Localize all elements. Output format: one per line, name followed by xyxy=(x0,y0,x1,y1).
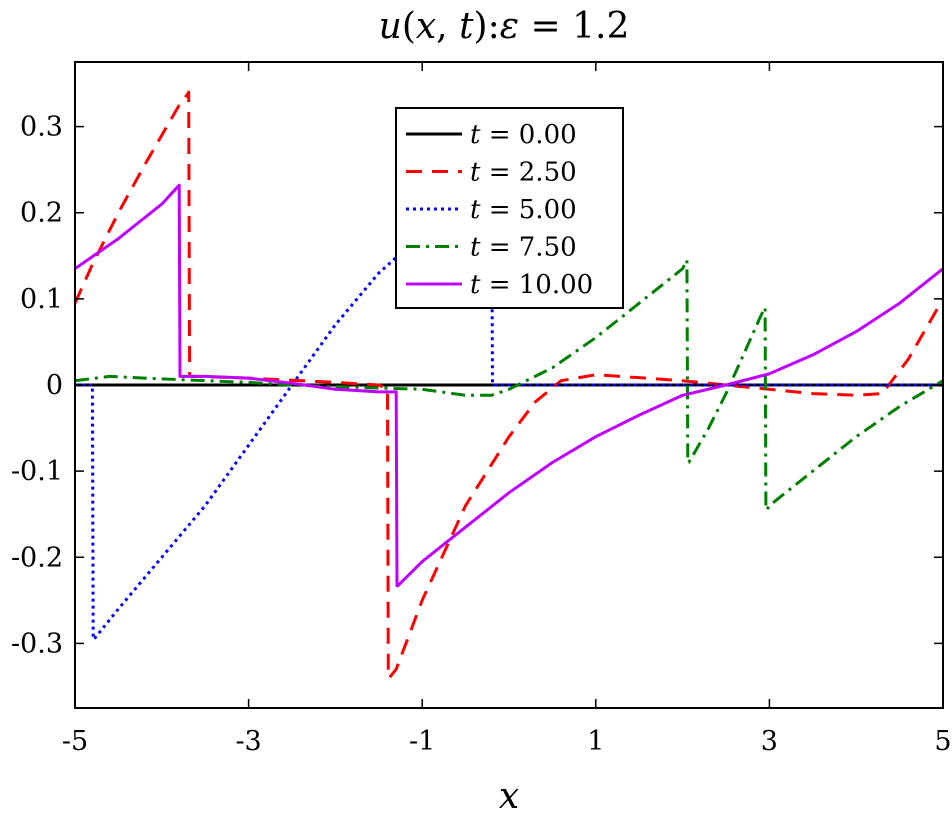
title-func: u xyxy=(379,6,402,47)
x-tick-label: -3 xyxy=(235,726,261,757)
legend-value: = 2.50 xyxy=(480,158,576,188)
legend-label-4: t = 7.50 xyxy=(470,233,577,263)
title-open: ( xyxy=(402,6,416,47)
x-tick-label: 3 xyxy=(761,726,778,757)
x-axis-label: x xyxy=(499,776,519,813)
legend-value: = 5.00 xyxy=(480,195,576,225)
series-line-2 xyxy=(75,90,943,680)
title-x: x xyxy=(416,6,436,47)
legend-var: t xyxy=(470,120,481,150)
title-eps: ε xyxy=(500,6,519,47)
y-tick-label: -0.1 xyxy=(11,456,63,487)
legend-var: t xyxy=(470,233,481,263)
y-tick-label: 0.2 xyxy=(20,198,63,229)
y-tick-label: 0.3 xyxy=(20,112,63,143)
legend-value: = 10.00 xyxy=(480,270,593,300)
series-line-5 xyxy=(75,183,943,588)
legend-value: = 7.50 xyxy=(480,233,576,263)
legend-entries: t = 0.00t = 2.50t = 5.00t = 7.50t = 10.0… xyxy=(406,120,593,300)
legend-var: t xyxy=(470,195,481,225)
x-tick-label: -5 xyxy=(62,726,88,757)
legend-label-3: t = 5.00 xyxy=(470,195,577,225)
y-tick-label: 0.1 xyxy=(20,284,63,315)
chart-title: u(x, t):ε = 1.2 xyxy=(379,6,630,47)
legend-box xyxy=(395,107,624,309)
ticks-layer: -5 -3 -1 1 3 5 0.3 0.2 0.1 0 -0.1 -0.2 -0.3 xyxy=(11,62,952,757)
legend-var: t xyxy=(470,158,481,188)
series-layer xyxy=(75,90,943,680)
legend-label-5: t = 10.00 xyxy=(470,270,593,300)
y-tick-label: -0.2 xyxy=(11,542,63,573)
legend: t = 0.00t = 2.50t = 5.00t = 7.50t = 10.0… xyxy=(395,107,624,309)
x-tick-label: -1 xyxy=(409,726,435,757)
legend-label-2: t = 2.50 xyxy=(470,158,577,188)
x-tick-label: 5 xyxy=(934,726,951,757)
title-eq: = 1.2 xyxy=(519,6,629,47)
legend-var: t xyxy=(470,270,481,300)
y-tick-label: 0 xyxy=(46,370,63,401)
title-close: ): xyxy=(474,6,500,47)
legend-label-1: t = 0.00 xyxy=(470,120,577,150)
legend-value: = 0.00 xyxy=(480,120,576,150)
title-t: t xyxy=(459,6,474,47)
y-tick-label: -0.3 xyxy=(11,628,63,659)
x-tick-label: 1 xyxy=(587,726,604,757)
title-comma: , xyxy=(436,6,459,47)
series-line-3 xyxy=(75,185,943,641)
